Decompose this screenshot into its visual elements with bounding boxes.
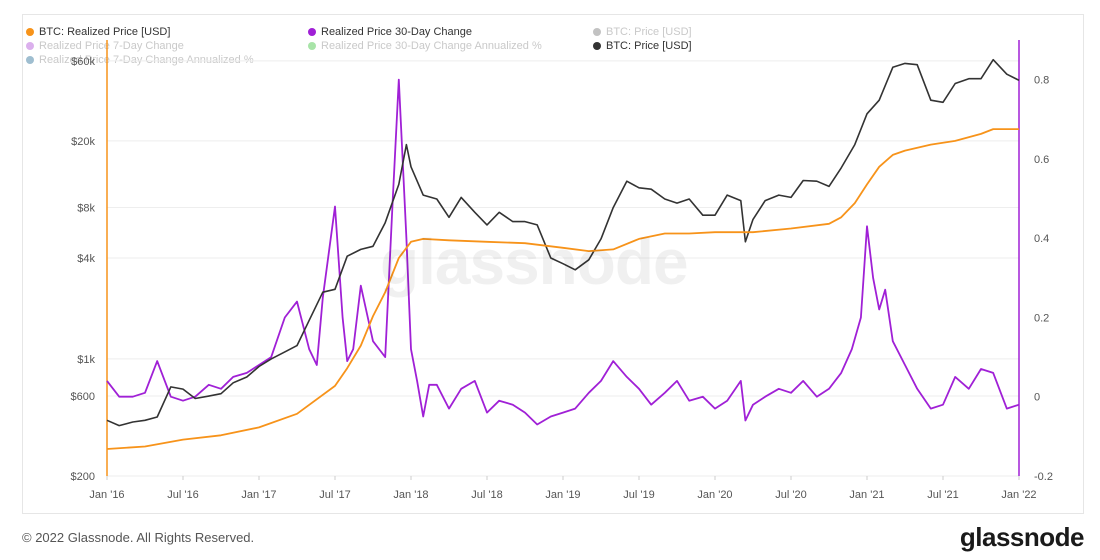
x-tick-label: Jul '16 xyxy=(167,489,198,501)
y-left-tick-label: $8k xyxy=(77,203,95,215)
legend-item[interactable]: BTC: Price [USD] xyxy=(593,40,692,52)
y-right-tick-label: 0.2 xyxy=(1034,312,1049,324)
legend-dot-icon xyxy=(26,28,34,36)
y-left-tick-label: $1k xyxy=(77,354,95,366)
chart-plot: $200 $600 $1k $4k $8k $20k $60k -0.2 0 0.2 0.4 0.6 0… xyxy=(71,40,1053,501)
legend-label: BTC: Realized Price [USD] xyxy=(39,26,171,38)
legend-item[interactable]: Realized Price 7-Day Change Annualized % xyxy=(26,54,254,66)
y-right-tick-label: 0.8 xyxy=(1034,75,1049,87)
legend-label: BTC: Price [USD] xyxy=(606,26,692,38)
legend-item[interactable]: BTC: Price [USD] xyxy=(593,26,692,38)
legend-dot-icon xyxy=(593,28,601,36)
watermark: glassnode xyxy=(380,226,689,298)
x-tick-label: Jul '19 xyxy=(623,489,654,501)
legend-dot-icon xyxy=(593,42,601,50)
legend-label: Realized Price 30-Day Change xyxy=(321,26,473,38)
x-tick-label: Jan '21 xyxy=(849,489,884,501)
chart-legend: BTC: Realized Price [USD] Realized Price … xyxy=(26,26,806,70)
y-right-tick-label: -0.2 xyxy=(1034,471,1053,483)
y-right-tick-label: 0.6 xyxy=(1034,154,1049,166)
legend-item[interactable]: Realized Price 30-Day Change Annualized … xyxy=(308,40,542,52)
legend-label: Realized Price 7-Day Change xyxy=(39,40,184,52)
legend-dot-icon xyxy=(308,42,316,50)
x-tick-label: Jan '19 xyxy=(545,489,580,501)
y-left-tick-label: $20k xyxy=(71,136,95,148)
y-left-tick-label: $4k xyxy=(77,253,95,265)
x-tick-label: Jan '18 xyxy=(393,489,428,501)
y-left-tick-label: $200 xyxy=(71,471,95,483)
series-line xyxy=(106,128,1019,450)
y-left-tick-label: $600 xyxy=(71,391,95,403)
legend-item[interactable]: Realized Price 7-Day Change xyxy=(26,40,184,52)
y-right-tick-label: 0 xyxy=(1034,392,1040,404)
legend-item[interactable]: BTC: Realized Price [USD] xyxy=(26,26,170,38)
brand-logo: glassnode xyxy=(959,522,1085,552)
series-line xyxy=(106,78,1020,426)
x-tick-label: Jul '21 xyxy=(927,489,958,501)
legend-item[interactable]: Realized Price 30-Day Change xyxy=(308,26,472,38)
x-tick-label: Jul '18 xyxy=(471,489,502,501)
x-tick-label: Jul '20 xyxy=(775,489,806,501)
legend-dot-icon xyxy=(308,28,316,36)
x-tick-label: Jan '17 xyxy=(241,489,276,501)
x-tick-label: Jan '16 xyxy=(89,489,124,501)
legend-dot-icon xyxy=(26,42,34,50)
series-line xyxy=(106,58,1020,427)
legend-label: Realized Price 30-Day Change Annualized … xyxy=(321,40,542,52)
legend-dot-icon xyxy=(26,56,34,64)
legend-label: Realized Price 7-Day Change Annualized % xyxy=(39,54,254,66)
x-tick-label: Jul '17 xyxy=(319,489,350,501)
x-tick-label: Jan '22 xyxy=(1001,489,1036,501)
copyright-text: © 2022 Glassnode. All Rights Reserved. xyxy=(22,530,255,545)
y-left-tick-label: $60k xyxy=(71,56,95,68)
y-right-tick-label: 0.4 xyxy=(1034,233,1049,245)
legend-label: BTC: Price [USD] xyxy=(606,40,692,52)
x-tick-label: Jan '20 xyxy=(697,489,732,501)
chart-frame xyxy=(22,14,1084,514)
